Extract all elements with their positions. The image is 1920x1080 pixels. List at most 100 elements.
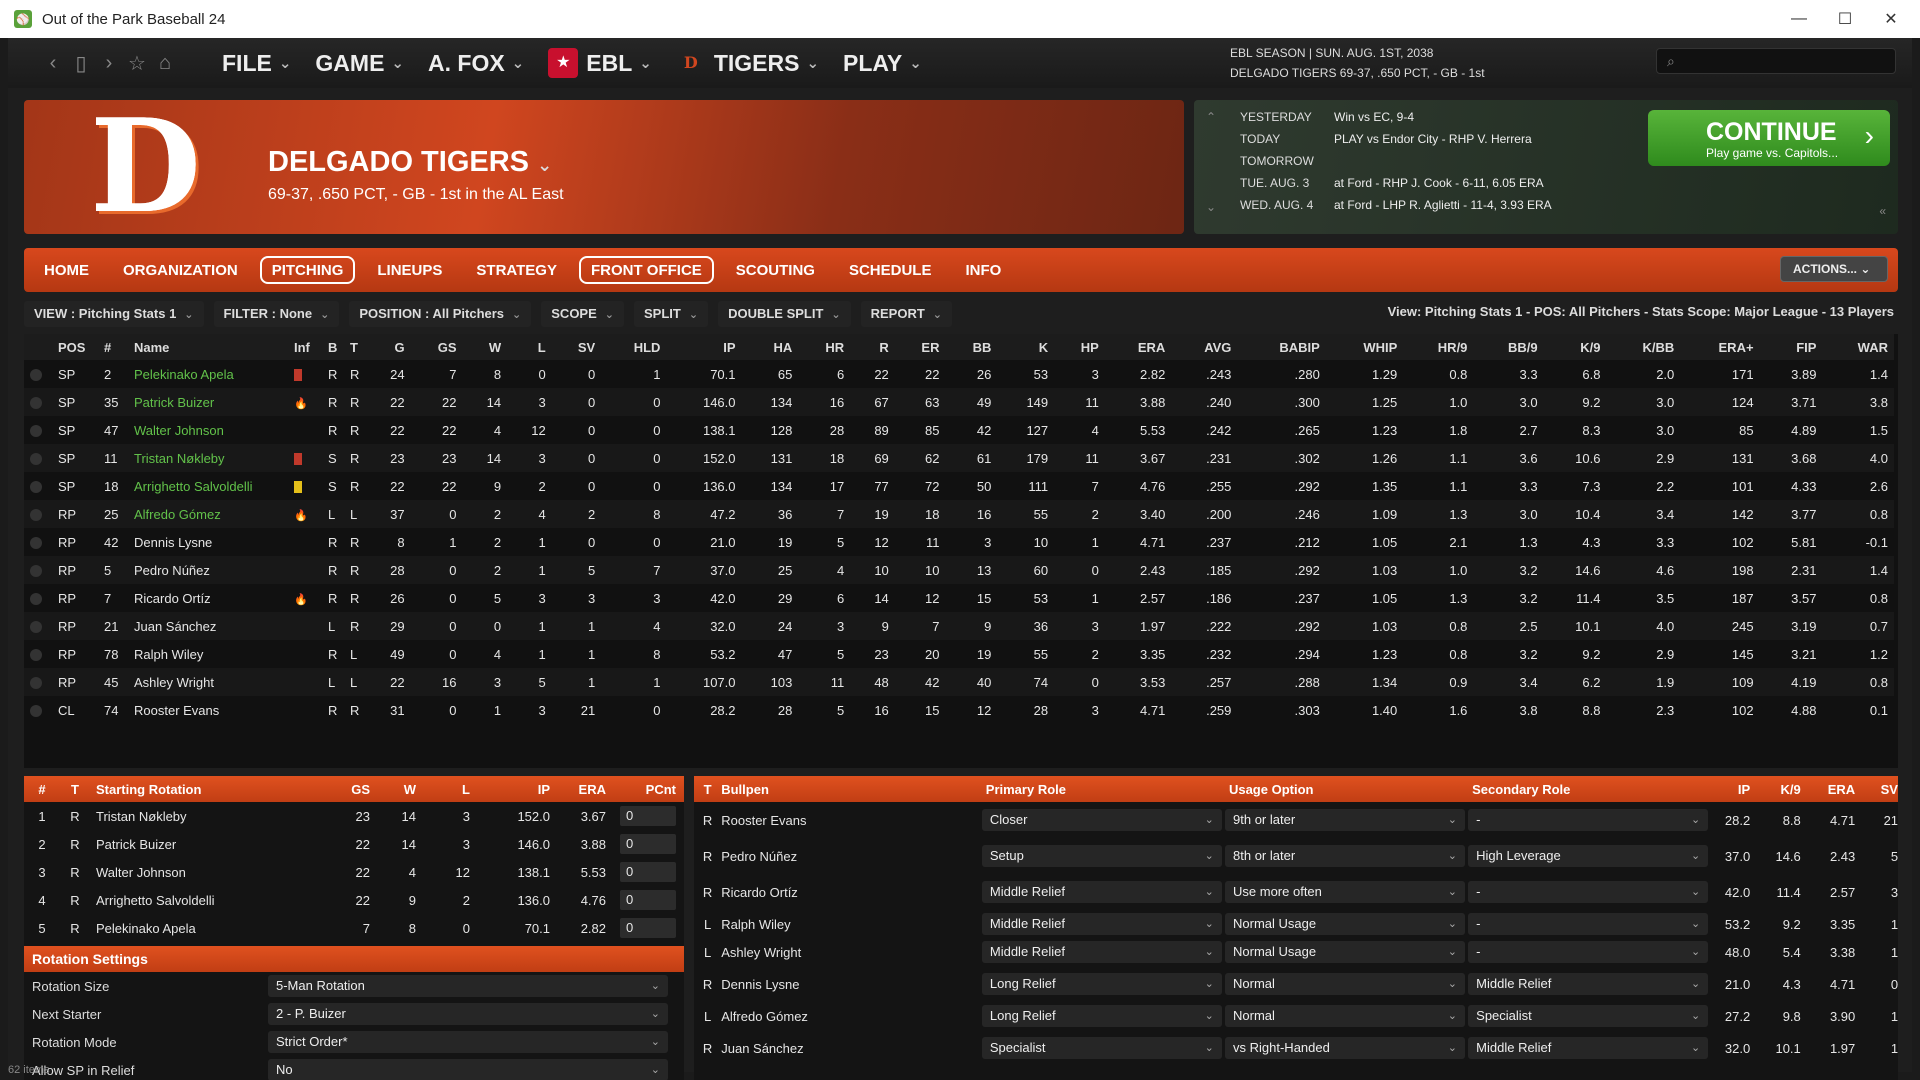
column-header[interactable]: L — [507, 334, 552, 360]
table-row[interactable]: RP 25 Alfredo Gómez 🔥 L L 37 0 2 4 2 8 47.2 36 7 19 18 16… — [24, 500, 1894, 528]
scope-dropdown[interactable]: SCOPE ⌄ — [541, 301, 624, 327]
pcnt-input[interactable]: 0 — [620, 862, 676, 882]
page-icon[interactable]: ▯ — [75, 52, 87, 75]
column-header[interactable]: K/9 — [1543, 334, 1607, 360]
menu-manager[interactable]: A. FOX ⌄ — [428, 50, 524, 77]
column-header[interactable]: BB — [945, 334, 998, 360]
column-header[interactable]: G — [366, 334, 411, 360]
column-header[interactable]: HP — [1054, 334, 1105, 360]
column-header[interactable]: POS — [52, 334, 98, 360]
radio-icon[interactable] — [30, 705, 42, 718]
radio-icon[interactable] — [30, 649, 42, 662]
player-name[interactable]: Ashley Wright — [128, 668, 288, 696]
column-header[interactable]: IP — [666, 334, 742, 360]
row-select[interactable] — [24, 612, 52, 640]
column-header[interactable]: IP — [1737, 781, 1751, 797]
bullpen-row[interactable]: R Pedro Núñez Setup ⌄ 8th or later ⌄ High Leve… — [694, 838, 1898, 874]
column-header[interactable]: ERA — [1827, 781, 1856, 797]
column-header[interactable]: GS — [351, 781, 370, 797]
rotation-row[interactable]: 3 R Walter Johnson 22 4 12 138.1 5.53 0 — [24, 858, 684, 886]
column-header[interactable]: T — [703, 781, 712, 797]
usage-option-dropdown[interactable]: Normal ⌄ — [1225, 973, 1466, 995]
radio-icon[interactable] — [30, 509, 42, 522]
radio-icon[interactable] — [30, 453, 42, 466]
chevron-down-icon[interactable]: ⌄ — [1206, 200, 1217, 214]
column-header[interactable]: HA — [741, 334, 799, 360]
bullpen-row[interactable]: L Alfredo Gómez Long Relief ⌄ Normal ⌄ Special… — [694, 1002, 1898, 1030]
column-header[interactable]: IP — [537, 781, 550, 797]
column-header[interactable]: WHIP — [1325, 334, 1404, 360]
primary-role-dropdown[interactable]: Specialist ⌄ — [981, 1037, 1222, 1059]
row-select[interactable] — [24, 360, 52, 388]
rotation-row[interactable]: 1 R Tristan Nøkleby 23 14 3 152.0 3.67 0 — [24, 802, 684, 830]
row-select[interactable] — [24, 528, 52, 556]
pcnt-input[interactable]: 0 — [620, 806, 676, 826]
usage-option-dropdown[interactable]: 8th or later ⌄ — [1225, 845, 1466, 867]
home-icon[interactable]: ⌂ — [158, 51, 172, 74]
column-header[interactable]: HR — [798, 334, 851, 360]
player-name[interactable]: Pedro Núñez — [128, 556, 288, 584]
radio-icon[interactable] — [30, 537, 42, 550]
column-header[interactable]: Bullpen — [721, 781, 769, 797]
secondary-role-dropdown[interactable]: Specialist ⌄ — [1468, 1005, 1709, 1027]
tab-info[interactable]: INFO — [965, 262, 1002, 279]
bullpen-row[interactable]: R Juan Sánchez Specialist ⌄ vs Right-Handed ⌄… — [694, 1030, 1898, 1066]
player-name[interactable]: Juan Sánchez — [128, 612, 288, 640]
tab-schedule[interactable]: SCHEDULE — [848, 262, 932, 279]
continue-button[interactable]: CONTINUE Play game vs. Capitols... › — [1648, 110, 1890, 166]
setting-dropdown[interactable]: 5-Man Rotation ⌄ — [268, 975, 668, 997]
column-header[interactable]: Primary Role — [985, 781, 1066, 797]
column-header[interactable]: B — [322, 334, 344, 360]
primary-role-dropdown[interactable]: Middle Relief ⌄ — [981, 941, 1222, 963]
column-header[interactable]: L — [462, 781, 470, 797]
back-icon[interactable]: ‹ — [49, 51, 57, 74]
split-dropdown[interactable]: SPLIT ⌄ — [634, 301, 709, 327]
row-select[interactable] — [24, 668, 52, 696]
column-header[interactable]: T — [344, 334, 366, 360]
bullpen-row[interactable]: R Dennis Lysne Long Relief ⌄ Normal ⌄ Middle R… — [694, 966, 1898, 1002]
column-header[interactable]: T — [71, 781, 79, 797]
column-header[interactable]: Usage Option — [1228, 781, 1314, 797]
column-header[interactable]: AVG — [1171, 334, 1238, 360]
primary-role-dropdown[interactable]: Middle Relief ⌄ — [981, 881, 1222, 903]
table-row[interactable]: CL 74 Rooster Evans R R 31 0 1 3 21 0 28.2 28 5 16 15 12… — [24, 696, 1894, 724]
row-select[interactable] — [24, 388, 52, 416]
usage-option-dropdown[interactable]: vs Right-Handed ⌄ — [1225, 1037, 1466, 1059]
row-select[interactable] — [24, 472, 52, 500]
table-row[interactable]: RP 21 Juan Sánchez L R 29 0 0 1 1 4 32.0 24 3 9 7 9 36 3 1.… — [24, 612, 1894, 640]
tab-front-office[interactable]: FRONT OFFICE — [578, 256, 714, 284]
column-header[interactable]: K/9 — [1780, 781, 1801, 797]
bullpen-row[interactable]: L Ralph Wiley Middle Relief ⌄ Normal Usage ⌄ -… — [694, 910, 1898, 938]
minimize-button[interactable]: — — [1791, 10, 1807, 27]
player-name[interactable]: Pelekinako Apela — [134, 366, 234, 382]
primary-role-dropdown[interactable]: Middle Relief ⌄ — [981, 913, 1222, 935]
tab-home[interactable]: HOME — [44, 262, 89, 279]
pcnt-input[interactable]: 0 — [620, 834, 676, 854]
collapse-icon[interactable]: « — [1879, 204, 1886, 218]
chevron-up-icon[interactable]: ⌃ — [1206, 110, 1217, 124]
menu-league[interactable]: ★ EBL ⌄ — [548, 48, 652, 78]
column-header[interactable]: K — [997, 334, 1055, 360]
radio-icon[interactable] — [30, 593, 42, 606]
maximize-button[interactable]: ☐ — [1837, 11, 1853, 28]
column-header[interactable]: WAR — [1822, 334, 1894, 360]
row-select[interactable] — [24, 640, 52, 668]
tab-strategy[interactable]: STRATEGY — [476, 262, 557, 279]
table-row[interactable]: RP 5 Pedro Núñez R R 28 0 2 1 5 7 37.0 25 4 10 10 13 60 0 2… — [24, 556, 1894, 584]
column-header[interactable]: K/BB — [1606, 334, 1681, 360]
filter-dropdown[interactable]: FILTER : None ⌄ — [213, 301, 340, 327]
menu-team[interactable]: D TIGERS ⌄ — [676, 48, 819, 78]
column-header[interactable]: # — [38, 781, 46, 797]
radio-icon[interactable] — [30, 369, 42, 382]
player-name[interactable]: Arrighetto Salvoldelli — [134, 478, 253, 494]
secondary-role-dropdown[interactable]: Middle Relief ⌄ — [1468, 1037, 1709, 1059]
radio-icon[interactable] — [30, 621, 42, 634]
player-name[interactable]: Patrick Buizer — [128, 388, 288, 416]
primary-role-dropdown[interactable]: Closer ⌄ — [981, 809, 1222, 831]
player-name[interactable]: Walter Johnson — [134, 422, 224, 438]
double-split-dropdown[interactable]: DOUBLE SPLIT ⌄ — [718, 301, 851, 327]
radio-icon[interactable] — [30, 481, 42, 494]
forward-icon[interactable]: › — [105, 51, 113, 74]
tab-scouting[interactable]: SCOUTING — [735, 262, 815, 279]
usage-option-dropdown[interactable]: 9th or later ⌄ — [1225, 809, 1466, 831]
